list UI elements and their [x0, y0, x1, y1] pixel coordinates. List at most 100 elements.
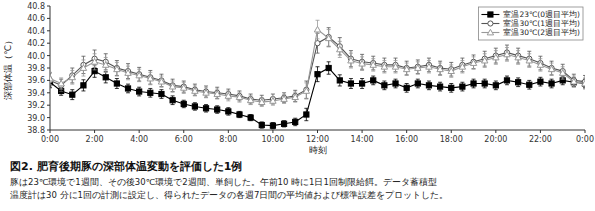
x-tick: [495, 130, 496, 133]
error-bar-cap: [382, 58, 386, 59]
error-bar-cap: [171, 81, 175, 82]
error-bar-cap: [327, 29, 331, 30]
error-bar-cap: [561, 64, 565, 65]
point: [516, 80, 521, 85]
error-bar-cap: [271, 105, 275, 106]
point: [226, 109, 231, 114]
error-bar-cap: [171, 92, 175, 93]
error-bar-cap: [70, 99, 74, 100]
error-bar-cap: [483, 53, 487, 54]
point: [438, 84, 443, 89]
legend-label: 室温30℃(2週目平均): [503, 28, 580, 37]
error-bar-cap: [260, 95, 264, 96]
error-bar-cap: [483, 87, 487, 88]
point: [259, 122, 264, 127]
error-bar-cap: [204, 85, 208, 86]
error-bar-cap: [483, 67, 487, 68]
error-bar-cap: [81, 56, 85, 57]
error-bar: [405, 84, 409, 93]
point: [548, 66, 554, 72]
error-bar: [338, 75, 342, 86]
caption: 豚は23℃環境で1週間、その後30℃環境で2週間、単飼した。午前10 時に1日1…: [10, 177, 437, 187]
error-bar-cap: [104, 57, 108, 58]
series: [50, 20, 585, 106]
error-bar-cap: [494, 89, 498, 90]
point: [159, 91, 164, 96]
y-tick-label: 38.8: [27, 126, 45, 135]
x-tick: [228, 130, 229, 133]
error-bar-cap: [405, 75, 409, 76]
error-bar-cap: [59, 77, 63, 78]
y-tick-label: 40.6: [27, 14, 45, 23]
x-tick: [50, 130, 51, 133]
error-bar-cap: [282, 92, 286, 93]
error-bar-cap: [561, 84, 565, 85]
x-tick: [585, 130, 586, 133]
error-bar-cap: [494, 64, 498, 65]
error-bar-cap: [550, 63, 554, 64]
error-bar-cap: [438, 63, 442, 64]
point: [359, 81, 364, 86]
error-bar-cap: [293, 118, 297, 119]
point: [137, 89, 142, 94]
error-bar-cap: [193, 110, 197, 111]
error-bar-cap: [438, 82, 442, 83]
point: [325, 35, 331, 41]
error-bar-cap: [81, 90, 85, 91]
error-bar: [182, 100, 186, 107]
error-bar-cap: [394, 87, 398, 88]
error-bar-cap: [93, 53, 97, 54]
y-tick-label: 39.6: [27, 76, 45, 85]
error-bar: [371, 76, 375, 85]
point: [382, 83, 387, 88]
error-bar-cap: [449, 62, 453, 63]
caption: 温度計は30 分に1回の計測に設定し、得られたデータの各週7日間の平均値および標…: [10, 190, 448, 200]
error-bar-cap: [349, 68, 353, 69]
error-bar-cap: [148, 72, 152, 73]
point: [460, 84, 465, 89]
point: [125, 86, 130, 91]
error-bar-cap: [50, 72, 52, 73]
error-bar: [271, 123, 275, 129]
error-bar-cap: [427, 72, 431, 73]
x-tick: [406, 130, 407, 133]
error-bar: [304, 108, 308, 120]
error-bar: [249, 115, 253, 121]
error-bar-cap: [527, 80, 531, 81]
error-bar-cap: [126, 79, 130, 80]
error-bar-cap: [516, 48, 520, 49]
error-bar-cap: [327, 74, 331, 75]
error-bar: [126, 84, 130, 93]
error-bar-cap: [349, 88, 353, 89]
y-tick-label: 40.2: [27, 39, 45, 48]
point: [471, 81, 476, 86]
point: [293, 119, 298, 124]
error-bar-cap: [316, 81, 320, 82]
error-bar-cap: [483, 51, 487, 52]
point: [303, 88, 309, 94]
error-bar-cap: [371, 84, 375, 85]
point: [348, 81, 353, 86]
point: [448, 68, 454, 74]
error-bar-cap: [271, 94, 275, 95]
error-bar-cap: [304, 108, 308, 109]
error-bar: [527, 80, 531, 89]
error-bar-cap: [50, 87, 52, 88]
error-bar: [193, 103, 197, 110]
point: [69, 74, 75, 80]
error-bar-cap: [371, 71, 375, 72]
point: [315, 72, 320, 77]
error-bar-cap: [405, 92, 409, 93]
x-tick: [183, 130, 184, 133]
error-bar-cap: [81, 79, 85, 80]
error-bar-cap: [59, 91, 63, 92]
error-bar-cap: [182, 82, 186, 83]
error-bar-cap: [304, 82, 308, 83]
y-tick-label: 39.2: [27, 101, 45, 110]
error-bar-cap: [572, 76, 576, 77]
point: [504, 51, 510, 57]
error-bar-cap: [505, 47, 509, 48]
point: [270, 123, 275, 128]
error-bar-cap: [416, 87, 420, 88]
error-bar-cap: [472, 69, 476, 70]
